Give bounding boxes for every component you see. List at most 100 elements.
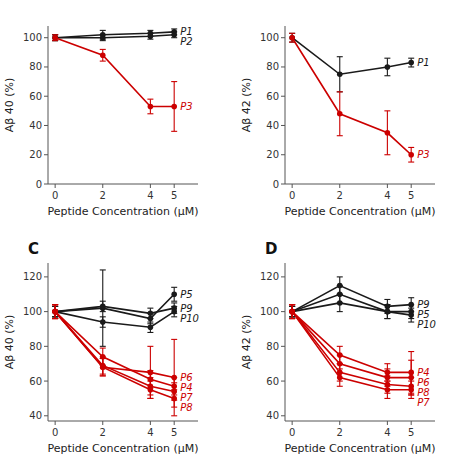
error-bar [100, 49, 106, 61]
point [148, 311, 154, 317]
error-cap [100, 49, 106, 50]
error-cap [289, 304, 295, 305]
error-cap [289, 304, 295, 305]
error-bar [408, 147, 414, 162]
error-cap [337, 386, 343, 387]
y-tick [281, 276, 285, 277]
error-cap [147, 381, 153, 382]
y-tick [281, 96, 285, 97]
y-tick-label: 60 [29, 91, 42, 102]
x-axis-label: Peptide Concentration (μM) [285, 442, 436, 455]
x-axis [48, 184, 198, 185]
error-cap [147, 398, 153, 399]
plot-area [52, 29, 177, 131]
series-line [55, 35, 174, 38]
error-cap [408, 398, 414, 399]
error-bar [171, 32, 177, 38]
x-tick [55, 184, 56, 188]
error-cap [100, 348, 106, 349]
panel-title: C [28, 240, 39, 258]
y-tick [44, 346, 48, 347]
error-cap [100, 358, 106, 359]
error-cap [171, 382, 177, 383]
y-tick-label: 0 [36, 179, 42, 190]
series-end-label: P2 [180, 36, 192, 47]
point [337, 71, 343, 77]
plot-area [289, 33, 414, 162]
point [408, 152, 414, 158]
error-cap [171, 306, 177, 307]
y-tick [44, 381, 48, 382]
panel: 0245406080100120Peptide Concentration (μ… [3, 240, 199, 455]
point [408, 312, 414, 318]
y-tick-label: 100 [23, 32, 42, 43]
error-cap [147, 321, 153, 322]
error-bar [337, 294, 343, 311]
y-tick-label: 40 [29, 410, 42, 421]
point [148, 33, 154, 39]
series [52, 32, 177, 41]
error-cap [337, 294, 343, 295]
point [337, 300, 343, 306]
x-tick [387, 184, 388, 188]
series [52, 35, 177, 132]
series-line [55, 32, 174, 38]
y-tick-label: 80 [266, 61, 279, 72]
x-tick-label: 5 [408, 427, 414, 438]
error-bar [100, 358, 106, 375]
x-tick-label: 4 [147, 190, 153, 201]
point [289, 309, 295, 315]
point [171, 396, 177, 402]
error-bar [171, 82, 177, 132]
x-tick [150, 421, 151, 425]
point [289, 309, 295, 315]
error-bar [408, 58, 414, 67]
error-cap [100, 311, 106, 312]
series [289, 305, 414, 394]
series [289, 294, 414, 322]
error-cap [171, 316, 177, 317]
y-axis [48, 263, 49, 421]
x-tick [387, 421, 388, 425]
error-cap [408, 162, 414, 163]
y-tick-label: 80 [29, 341, 42, 352]
y-tick [281, 66, 285, 67]
error-cap [100, 316, 106, 317]
point [100, 319, 106, 325]
error-cap [289, 318, 295, 319]
point [52, 309, 58, 315]
error-cap [384, 299, 390, 300]
y-tick-label: 20 [266, 149, 279, 160]
x-tick [102, 421, 103, 425]
error-cap [147, 398, 153, 399]
y-tick-label: 60 [266, 376, 279, 387]
series-end-label: P1 [417, 57, 429, 68]
error-cap [384, 304, 390, 305]
error-cap [147, 308, 153, 309]
error-cap [171, 407, 177, 408]
x-tick-label: 0 [52, 190, 58, 201]
error-bar [100, 358, 106, 375]
y-tick [44, 96, 48, 97]
point [100, 364, 106, 370]
point [100, 35, 106, 41]
y-tick [281, 184, 285, 185]
error-bar [147, 381, 153, 398]
series-line [292, 312, 411, 387]
error-cap [408, 66, 414, 67]
y-tick-label: 120 [23, 271, 42, 282]
error-bar [100, 301, 106, 311]
series [52, 305, 177, 395]
error-cap [337, 91, 343, 92]
point [52, 309, 58, 315]
x-tick-label: 2 [337, 427, 343, 438]
error-cap [171, 287, 177, 288]
series-end-label: P7 [417, 397, 430, 408]
y-tick [44, 276, 48, 277]
series-line [292, 38, 411, 75]
point [148, 387, 154, 393]
x-tick-label: 0 [289, 427, 295, 438]
error-cap [171, 389, 177, 390]
error-cap [100, 301, 106, 302]
error-cap [384, 381, 390, 382]
